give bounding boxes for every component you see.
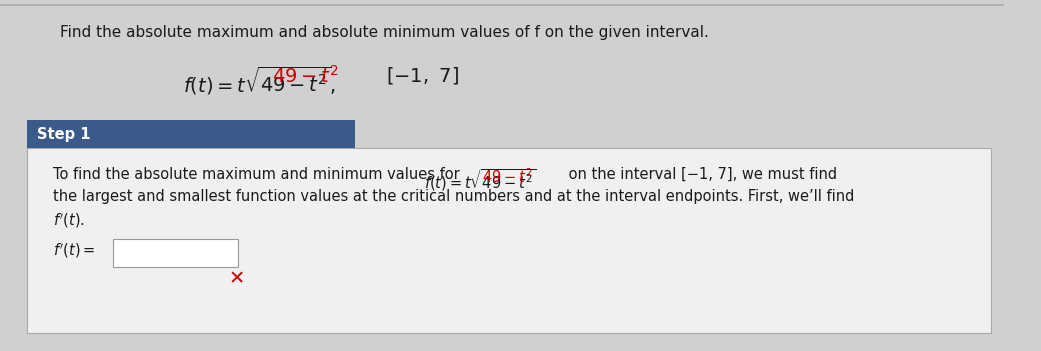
FancyBboxPatch shape (112, 239, 238, 267)
Text: on the interval [−1, 7], we must find: on the interval [−1, 7], we must find (564, 167, 837, 182)
Text: To find the absolute maximum and minimum values for: To find the absolute maximum and minimum… (53, 167, 464, 182)
Text: $f(t) = t\sqrt{49 - t^2},$: $f(t) = t\sqrt{49 - t^2},$ (183, 65, 336, 97)
Text: ✕: ✕ (229, 269, 245, 288)
Text: Find the absolute maximum and absolute minimum values of f on the given interval: Find the absolute maximum and absolute m… (59, 25, 709, 40)
Text: the largest and smallest function values at the critical numbers and at the inte: the largest and smallest function values… (53, 189, 855, 204)
FancyBboxPatch shape (27, 148, 991, 333)
Text: $49 - t^2$: $49 - t^2$ (272, 65, 339, 87)
Text: Step 1: Step 1 (36, 126, 91, 141)
Text: $49 - t^2$: $49 - t^2$ (482, 167, 533, 186)
Text: $[-1,\ 7]$: $[-1,\ 7]$ (386, 65, 459, 86)
FancyBboxPatch shape (27, 120, 355, 148)
Text: $f'(t) =$: $f'(t) =$ (53, 241, 95, 260)
Text: $f'(t).$: $f'(t).$ (53, 211, 85, 230)
Text: $f(t) = t\sqrt{49 - t^2}$: $f(t) = t\sqrt{49 - t^2}$ (425, 167, 536, 193)
